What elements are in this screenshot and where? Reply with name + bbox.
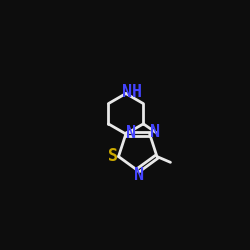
Text: S: S (108, 146, 118, 164)
Text: N: N (150, 123, 160, 141)
Text: N: N (126, 124, 136, 142)
Text: N: N (134, 166, 144, 184)
Text: NH: NH (122, 82, 142, 100)
